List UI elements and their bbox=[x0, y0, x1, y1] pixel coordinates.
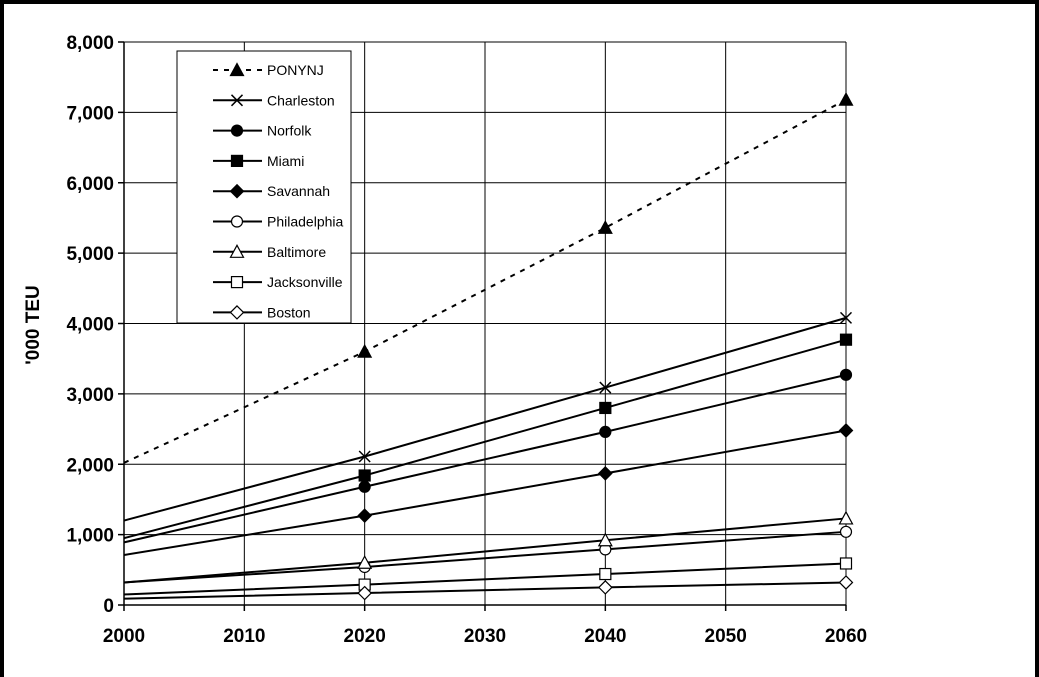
x-tick-label: 2050 bbox=[705, 626, 747, 647]
data-point-marker bbox=[357, 508, 373, 523]
legend-marker bbox=[230, 94, 244, 107]
legend-marker bbox=[230, 215, 244, 228]
data-point-marker bbox=[357, 585, 373, 601]
legend-label: Boston bbox=[267, 304, 311, 320]
legend-item: Charleston bbox=[213, 92, 335, 108]
legend-label: Norfolk bbox=[267, 123, 312, 139]
series-ponynj bbox=[123, 91, 854, 464]
series-miami bbox=[123, 333, 853, 540]
legend-label: Savannah bbox=[267, 183, 330, 199]
series-line bbox=[123, 517, 847, 584]
legend-box bbox=[176, 50, 352, 324]
legend-item: PONYNJ bbox=[213, 62, 324, 78]
data-point-marker bbox=[357, 555, 373, 569]
y-axis-label: '000 TEU bbox=[23, 285, 44, 365]
legend-label: Jacksonville bbox=[267, 274, 343, 290]
series-line bbox=[123, 338, 847, 540]
y-tick-label: 5,000 bbox=[66, 244, 114, 265]
legend-marker bbox=[230, 276, 244, 289]
series-savannah bbox=[123, 423, 854, 557]
data-point-marker bbox=[599, 425, 612, 438]
x-tick-label: 2020 bbox=[344, 626, 386, 647]
legend-item: Jacksonville bbox=[213, 274, 343, 290]
series-line bbox=[123, 373, 847, 544]
data-point-marker bbox=[358, 469, 371, 482]
data-point-marker bbox=[357, 343, 373, 358]
legend-label: Miami bbox=[267, 153, 304, 169]
legend-marker bbox=[229, 305, 245, 320]
x-tick-label: 2030 bbox=[464, 626, 506, 647]
data-point-marker bbox=[597, 466, 613, 481]
data-point-marker bbox=[839, 311, 853, 324]
tick-labels: 0 1,000 2,000 3,000 4,000 5,000 6,000 7,000 8,00… bbox=[66, 33, 867, 647]
data-point-marker bbox=[838, 91, 854, 106]
legend-item: Savannah bbox=[213, 183, 330, 199]
series-line bbox=[123, 562, 847, 596]
data-point-marker bbox=[839, 557, 853, 570]
y-tick-label: 1,000 bbox=[66, 526, 114, 547]
legend-item: Boston bbox=[213, 304, 311, 320]
x-tick-label: 2010 bbox=[223, 626, 265, 647]
x-tick-label: 2060 bbox=[825, 626, 867, 647]
legend-item: Norfolk bbox=[213, 123, 312, 139]
legend-label: Philadelphia bbox=[267, 214, 343, 230]
y-tick-label: 4,000 bbox=[66, 315, 114, 336]
data-point-marker bbox=[358, 450, 371, 463]
data-point-marker bbox=[838, 575, 854, 590]
legend-item: Baltimore bbox=[213, 244, 326, 260]
y-tick-label: 0 bbox=[103, 596, 114, 617]
legend-item: Philadelphia bbox=[213, 214, 343, 230]
y-tick-label: 8,000 bbox=[66, 33, 114, 54]
y-tick-label: 3,000 bbox=[66, 385, 114, 406]
series-lines bbox=[123, 91, 854, 601]
x-tick-label: 2040 bbox=[584, 626, 626, 647]
legend-marker bbox=[230, 154, 244, 167]
data-point-marker bbox=[839, 368, 853, 381]
data-point-marker bbox=[597, 220, 613, 234]
legend-marker bbox=[229, 62, 245, 77]
data-point-marker bbox=[597, 532, 613, 547]
legend-marker bbox=[229, 244, 245, 258]
data-point-marker bbox=[599, 401, 612, 415]
legend-label: Charleston bbox=[267, 92, 335, 108]
series-charleston bbox=[123, 311, 853, 522]
series-line bbox=[123, 316, 847, 522]
series-line bbox=[123, 581, 847, 600]
legend-label: Baltimore bbox=[267, 244, 326, 260]
data-point-marker bbox=[838, 423, 854, 438]
legend-item: Miami bbox=[213, 153, 304, 169]
x-tick-label: 2000 bbox=[103, 626, 145, 647]
data-point-marker bbox=[838, 510, 854, 525]
legend-label: PONYNJ bbox=[267, 62, 324, 78]
series-line bbox=[123, 530, 847, 584]
legend: PONYNJ Charleston Norfolk Miami Savannah Phil… bbox=[176, 50, 352, 324]
series-boston bbox=[123, 575, 854, 601]
data-point-marker bbox=[599, 381, 612, 394]
data-point-marker bbox=[599, 567, 612, 581]
y-tick-label: 2,000 bbox=[66, 455, 114, 476]
data-point-marker bbox=[839, 333, 853, 346]
data-point-marker bbox=[358, 480, 371, 493]
data-point-marker bbox=[597, 580, 613, 595]
legend-marker bbox=[230, 124, 244, 137]
y-tick-label: 7,000 bbox=[66, 103, 114, 124]
series-norfolk bbox=[123, 368, 853, 544]
data-point-marker bbox=[839, 525, 853, 538]
series-baltimore bbox=[123, 510, 854, 584]
legend-marker bbox=[229, 183, 245, 199]
series-line bbox=[123, 98, 847, 464]
series-line bbox=[123, 429, 847, 557]
y-tick-label: 6,000 bbox=[66, 174, 114, 195]
series-jacksonville bbox=[123, 557, 853, 596]
